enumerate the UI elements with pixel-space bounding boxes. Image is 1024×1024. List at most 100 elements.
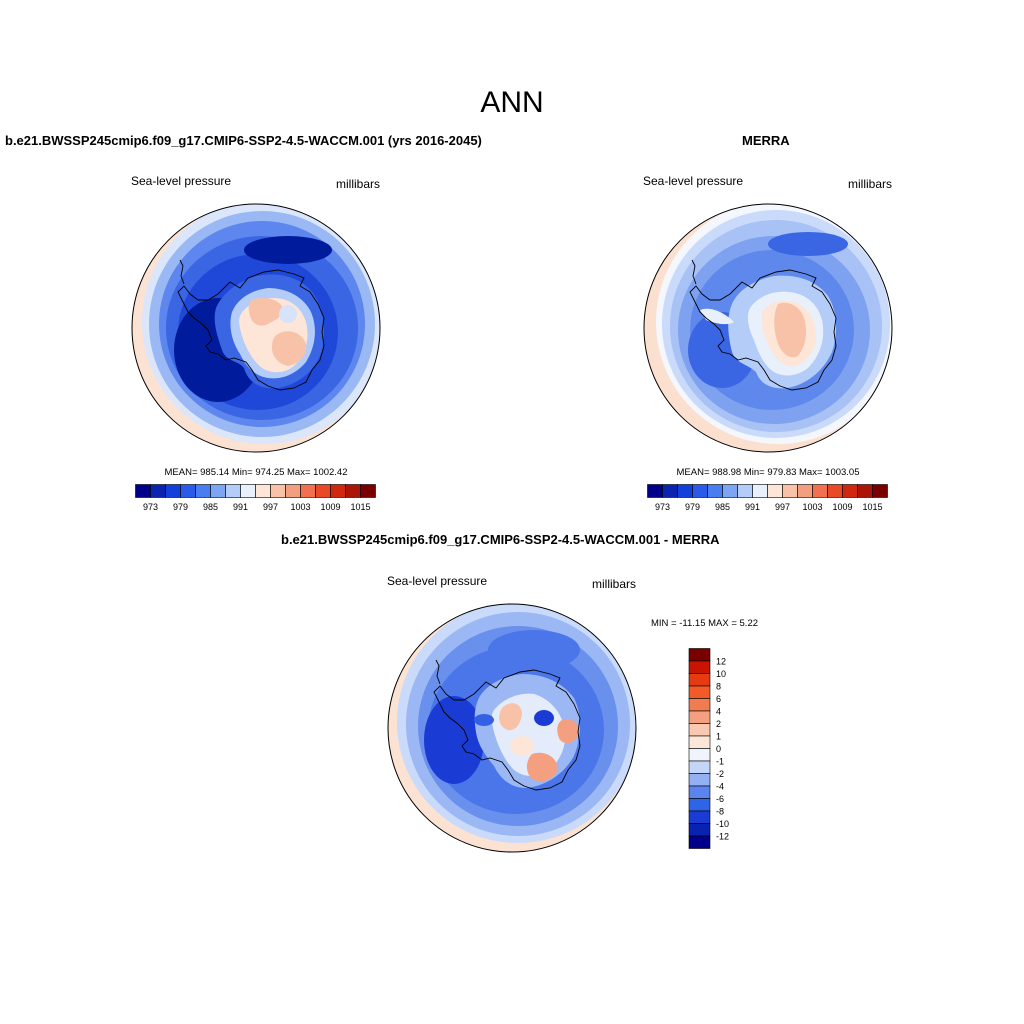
coastline-diff	[433, 669, 581, 791]
colorbar-swatch	[797, 484, 813, 498]
colorbar-swatch	[688, 748, 711, 762]
coastline-model	[177, 269, 325, 391]
colorbar-tick-label: 1	[716, 732, 721, 742]
variable-label-merra: Sea-level pressure	[643, 174, 744, 188]
colorbar-tick-label: 997	[775, 502, 790, 512]
colorbar-tick-label: 1003	[802, 502, 822, 512]
colorbar-tick-label: 997	[263, 502, 278, 512]
map-fill-model	[132, 204, 380, 452]
colorbar-tick-label: -10	[716, 819, 729, 829]
variable-label-model: Sea-level pressure	[131, 174, 232, 188]
colorbar-tick-label: -12	[716, 832, 729, 842]
colorbar-tick-label: 991	[745, 502, 760, 512]
colorbar-tick-label: 979	[173, 502, 188, 512]
colorbar-swatch	[180, 484, 196, 498]
colorbar-tick-label: 1009	[320, 502, 340, 512]
colorbar-swatch	[827, 484, 843, 498]
colorbar-swatch	[688, 735, 711, 749]
colorbar-swatch	[300, 484, 316, 498]
colorbar-merra: 973 979 985 991 997 1003 1009 1015	[647, 484, 888, 512]
colorbar-swatch	[737, 484, 753, 498]
colorbar-swatch	[165, 484, 181, 498]
colorbar-tick-label: 985	[715, 502, 730, 512]
colorbar-swatch	[255, 484, 271, 498]
colorbar-tick-label: 6	[716, 694, 721, 704]
polar-map-merra	[643, 203, 893, 453]
units-label-model: millibars	[336, 177, 381, 191]
colorbar-swatch	[688, 660, 711, 674]
colorbar-swatch	[688, 798, 711, 812]
colorbar-tick-label: 985	[203, 502, 218, 512]
colorbar-tick-label: -4	[716, 782, 724, 792]
colorbar-swatch	[857, 484, 873, 498]
map-fill-diff	[388, 604, 636, 852]
colorbar-swatch	[767, 484, 783, 498]
colorbar-tick-label: 8	[716, 682, 721, 692]
colorbar-swatch	[688, 710, 711, 724]
colorbar-tick-label: 991	[233, 502, 248, 512]
panel-title-model: b.e21.BWSSP245cmip6.f09_g17.CMIP6-SSP2-4…	[5, 133, 482, 148]
colorbar-tick-label: -2	[716, 769, 724, 779]
colorbar-swatch	[688, 823, 711, 837]
map-fill-merra	[644, 204, 892, 452]
colorbar-swatch	[647, 484, 663, 498]
colorbar-swatch	[688, 835, 711, 849]
colorbar-tick-label: 1015	[350, 502, 370, 512]
colorbar-swatch	[240, 484, 256, 498]
colorbar-swatch	[195, 484, 211, 498]
colorbar-swatch	[722, 484, 738, 498]
colorbar-tick-label: -6	[716, 794, 724, 804]
colorbar-swatch	[315, 484, 331, 498]
colorbar-tick-label: 1003	[290, 502, 310, 512]
polar-map-diff	[387, 603, 637, 853]
stats-model: MEAN= 985.14 Min= 974.25 Max= 1002.42	[164, 467, 348, 478]
main-title: ANN	[480, 86, 544, 119]
colorbar-swatch	[692, 484, 708, 498]
colorbar-swatch	[688, 698, 711, 712]
stats-merra: MEAN= 988.98 Min= 979.83 Max= 1003.05	[676, 467, 860, 478]
colorbar-swatch	[688, 685, 711, 699]
colorbar-tick-label: -1	[716, 757, 724, 767]
colorbar-swatch	[150, 484, 166, 498]
colorbar-swatch	[688, 773, 711, 787]
colorbar-swatch	[842, 484, 858, 498]
colorbar-tick-label: 973	[655, 502, 670, 512]
colorbar-tick-label: 1015	[862, 502, 882, 512]
colorbar-swatch	[688, 723, 711, 737]
colorbar-tick-label: 12	[716, 657, 726, 667]
colorbar-swatch	[225, 484, 241, 498]
colorbar-swatch	[707, 484, 723, 498]
colorbar-swatch	[677, 484, 693, 498]
colorbar-swatch	[688, 760, 711, 774]
variable-label-diff: Sea-level pressure	[387, 574, 488, 588]
coastline-merra	[689, 269, 837, 391]
panel-title-diff: b.e21.BWSSP245cmip6.f09_g17.CMIP6-SSP2-4…	[281, 532, 720, 547]
colorbar-tick-label: 1009	[832, 502, 852, 512]
colorbar-swatch	[812, 484, 828, 498]
colorbar-swatch	[688, 785, 711, 799]
colorbar-tick-label: 973	[143, 502, 158, 512]
colorbar-swatch	[662, 484, 678, 498]
colorbar-swatch	[752, 484, 768, 498]
colorbar-swatch	[360, 484, 376, 498]
polar-map-model	[131, 203, 381, 453]
colorbar-swatch	[210, 484, 226, 498]
colorbar-tick-label: 0	[716, 744, 721, 754]
colorbar-swatch	[135, 484, 151, 498]
colorbar-model: 973 979 985 991 997 1003 1009 1015	[135, 484, 376, 512]
colorbar-tick-label: 10	[716, 669, 726, 679]
colorbar-tick-label: -8	[716, 807, 724, 817]
units-label-merra: millibars	[848, 177, 893, 191]
colorbar-tick-label: 2	[716, 719, 721, 729]
stats-diff: MIN = -11.15 MAX = 5.22	[651, 618, 759, 629]
colorbar-swatch	[285, 484, 301, 498]
panel-title-merra: MERRA	[742, 133, 790, 148]
colorbar-tick-label: 979	[685, 502, 700, 512]
colorbar-swatch	[270, 484, 286, 498]
colorbar-swatch	[782, 484, 798, 498]
colorbar-swatch	[330, 484, 346, 498]
colorbar-swatch	[688, 810, 711, 824]
colorbar-swatch	[345, 484, 361, 498]
colorbar-swatch	[872, 484, 888, 498]
